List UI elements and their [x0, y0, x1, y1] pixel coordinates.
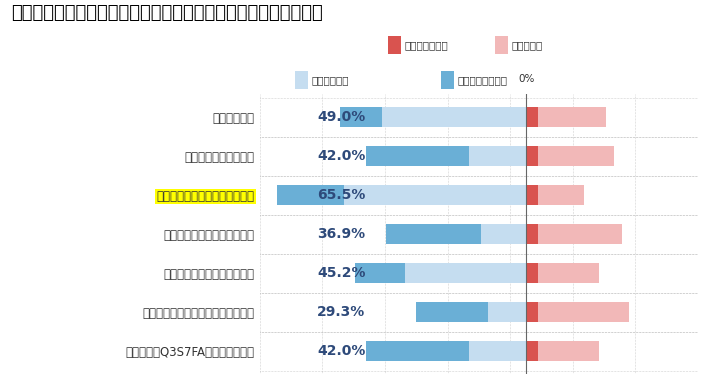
Bar: [526, 185, 538, 205]
Bar: [367, 341, 469, 361]
Bar: [526, 263, 538, 283]
Bar: [367, 146, 469, 166]
Bar: [538, 107, 607, 127]
Text: 十分足りている: 十分足りている: [404, 40, 448, 50]
Bar: [488, 302, 526, 322]
Text: 29.3%: 29.3%: [317, 305, 365, 319]
Bar: [526, 107, 538, 127]
Bar: [382, 107, 526, 127]
Bar: [538, 185, 584, 205]
Bar: [538, 146, 614, 166]
Bar: [416, 302, 488, 322]
Text: 足りていない: 足りていない: [312, 75, 350, 85]
Text: 42.0%: 42.0%: [317, 344, 365, 358]
Text: 足りている: 足りている: [511, 40, 543, 50]
Bar: [538, 263, 599, 283]
Bar: [404, 263, 526, 283]
Bar: [340, 107, 382, 127]
Bar: [526, 224, 538, 244]
Bar: [469, 146, 526, 166]
Bar: [481, 224, 526, 244]
Bar: [538, 341, 599, 361]
Bar: [526, 146, 538, 166]
Text: 49.0%: 49.0%: [317, 110, 365, 124]
Bar: [469, 341, 526, 361]
Bar: [385, 224, 481, 244]
Text: 全く足りていない: 全く足りていない: [458, 75, 508, 85]
Bar: [526, 302, 538, 322]
Bar: [538, 302, 629, 322]
Text: 0%: 0%: [518, 74, 535, 84]
Bar: [344, 185, 526, 205]
Bar: [355, 263, 404, 283]
Bar: [277, 185, 344, 205]
Text: 36.9%: 36.9%: [317, 227, 365, 241]
Bar: [526, 341, 538, 361]
Text: 重要だと捉えている各業務に対して十分に時間を取れていますか: 重要だと捉えている各業務に対して十分に時間を取れていますか: [11, 4, 323, 22]
Text: 65.5%: 65.5%: [317, 188, 365, 202]
Text: 45.2%: 45.2%: [317, 266, 365, 280]
Bar: [538, 224, 622, 244]
Text: 42.0%: 42.0%: [317, 149, 365, 163]
